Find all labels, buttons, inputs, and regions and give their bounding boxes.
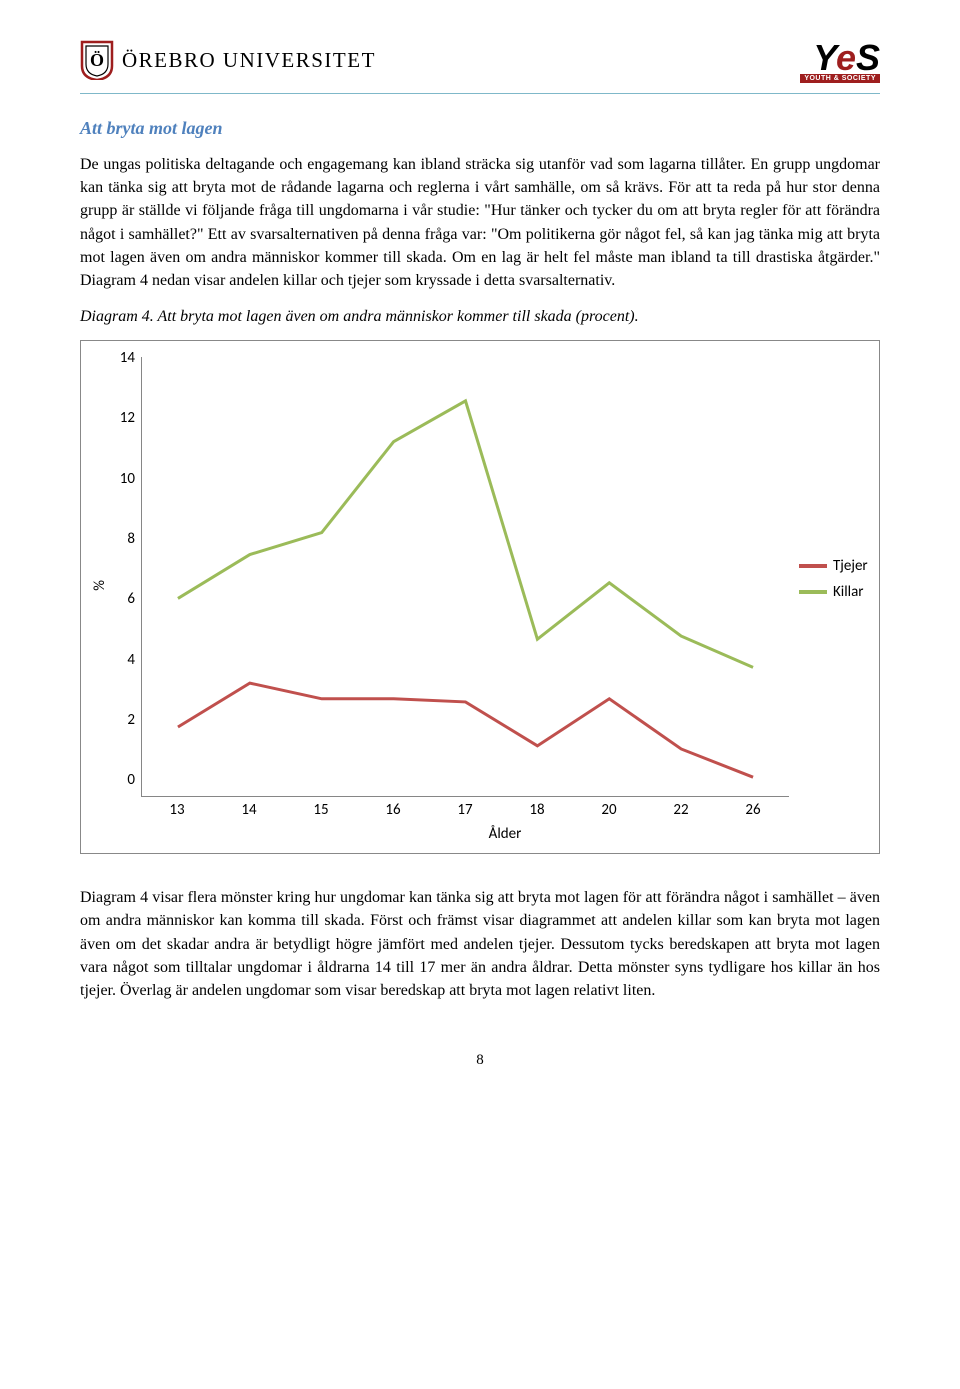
series-line-tjejer: [178, 683, 753, 777]
page-header: Ö ÖREBRO UNIVERSITET YeS YOUTH & SOCIETY: [80, 40, 880, 83]
legend-swatch-tjejer: [799, 564, 827, 568]
x-axis-label: Ålder: [141, 825, 869, 843]
yes-logo-text: YeS: [800, 40, 880, 76]
legend-swatch-killar: [799, 590, 827, 594]
line-chart-svg: [142, 357, 789, 796]
svg-text:Ö: Ö: [90, 50, 104, 70]
university-logo: Ö ÖREBRO UNIVERSITET: [80, 40, 376, 80]
x-axis-ticks: 131415161718202226: [141, 797, 869, 819]
chart-legend: Tjejer Killar: [799, 557, 869, 609]
chart-container: % 14 12 10 8 6 4 2 0: [80, 340, 880, 854]
analysis-paragraph: Diagram 4 visar flera mönster kring hur …: [80, 886, 880, 1002]
header-divider: [80, 93, 880, 94]
yes-logo: YeS YOUTH & SOCIETY: [800, 40, 880, 83]
university-name: ÖREBRO UNIVERSITET: [122, 48, 376, 73]
series-line-killar: [178, 401, 753, 668]
chart-caption: Diagram 4. Att bryta mot lagen även om a…: [80, 308, 880, 326]
intro-paragraph: De ungas politiska deltagande och engage…: [80, 153, 880, 292]
y-axis-label: %: [91, 580, 109, 591]
plot-area: [141, 357, 789, 797]
page-number: 8: [80, 1052, 880, 1069]
legend-item-tjejer: Tjejer: [799, 557, 869, 575]
y-axis-ticks: 14 12 10 8 6 4 2 0: [113, 357, 141, 797]
section-title: Att bryta mot lagen: [80, 118, 880, 139]
legend-item-killar: Killar: [799, 583, 869, 601]
university-shield-icon: Ö: [80, 40, 114, 80]
